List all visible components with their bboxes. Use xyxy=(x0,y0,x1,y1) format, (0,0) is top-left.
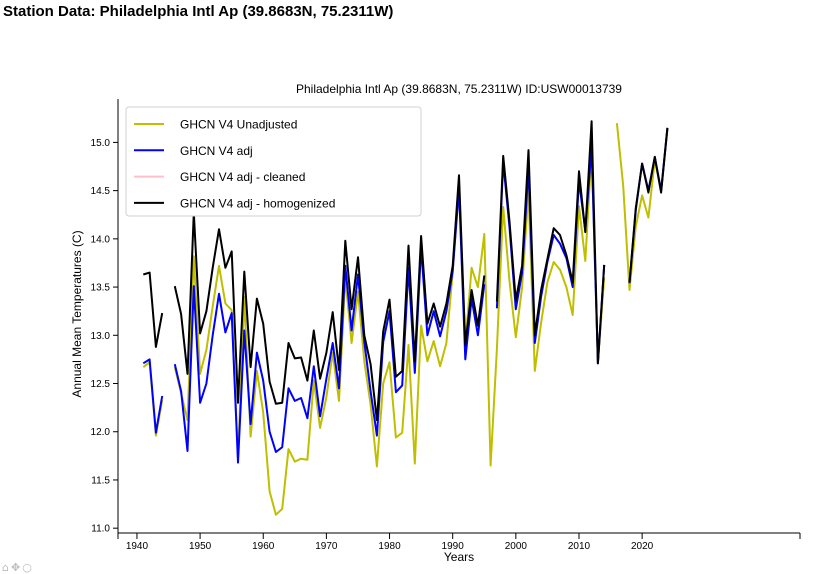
home-icon[interactable]: ⌂ xyxy=(2,561,11,574)
page-title: Station Data: Philadelphia Intl Ap (39.8… xyxy=(3,3,394,20)
x-tick-label: 2010 xyxy=(568,541,591,552)
legend: GHCN V4 Unadjusted GHCN V4 adj GHCN V4 adj… xyxy=(125,106,422,217)
x-tick-label: 1950 xyxy=(189,541,212,552)
series-line-ghcn-v4-adj xyxy=(142,127,669,464)
x-tick-label: 1960 xyxy=(252,541,275,552)
x-tick-label: 1990 xyxy=(442,541,465,552)
x-tick-label: 1940 xyxy=(126,541,149,552)
y-tick-label: 12.5 xyxy=(91,379,111,390)
y-tick-label: 11.5 xyxy=(91,475,110,486)
y-tick-label: 13.5 xyxy=(91,283,111,294)
zoom-icon[interactable]: ○ xyxy=(22,561,34,574)
legend-label: GHCN V4 adj - cleaned xyxy=(180,170,305,184)
y-tick-label: 13.0 xyxy=(91,331,111,342)
axes: 11.0 11.5 12.0 12.5 13.0 13.5 14.0 14.5 15.0 1940… xyxy=(91,99,801,552)
y-tick-label: 12.0 xyxy=(91,427,111,438)
y-tick-label: 14.0 xyxy=(91,234,111,245)
y-tick-label: 11.0 xyxy=(91,524,110,535)
move-icon[interactable]: ✥ xyxy=(10,561,23,574)
series-line-ghcn-v4-adj-homogenized xyxy=(143,120,669,422)
chart-title: Philadelphia Intl Ap (39.8683N, 75.2311W… xyxy=(296,82,622,96)
plot-area xyxy=(142,120,669,516)
legend-label: GHCN V4 Unadjusted xyxy=(180,118,297,132)
x-tick-label: 1980 xyxy=(378,541,401,552)
x-tick-label: 1970 xyxy=(315,541,338,552)
legend-box xyxy=(125,106,422,217)
toolbar: ⌂✥○ xyxy=(2,561,34,574)
x-tick-label: 2000 xyxy=(505,541,528,552)
y-tick-label: 14.5 xyxy=(91,186,111,197)
legend-label: GHCN V4 adj xyxy=(180,144,253,158)
y-axis-label: Annual Mean Temperatures (C) xyxy=(70,230,84,397)
y-tick-label: 15.0 xyxy=(91,138,111,149)
legend-label: GHCN V4 adj - homogenized xyxy=(180,196,335,210)
x-tick-label: 2020 xyxy=(631,541,654,552)
x-axis-label: Years xyxy=(444,550,474,564)
